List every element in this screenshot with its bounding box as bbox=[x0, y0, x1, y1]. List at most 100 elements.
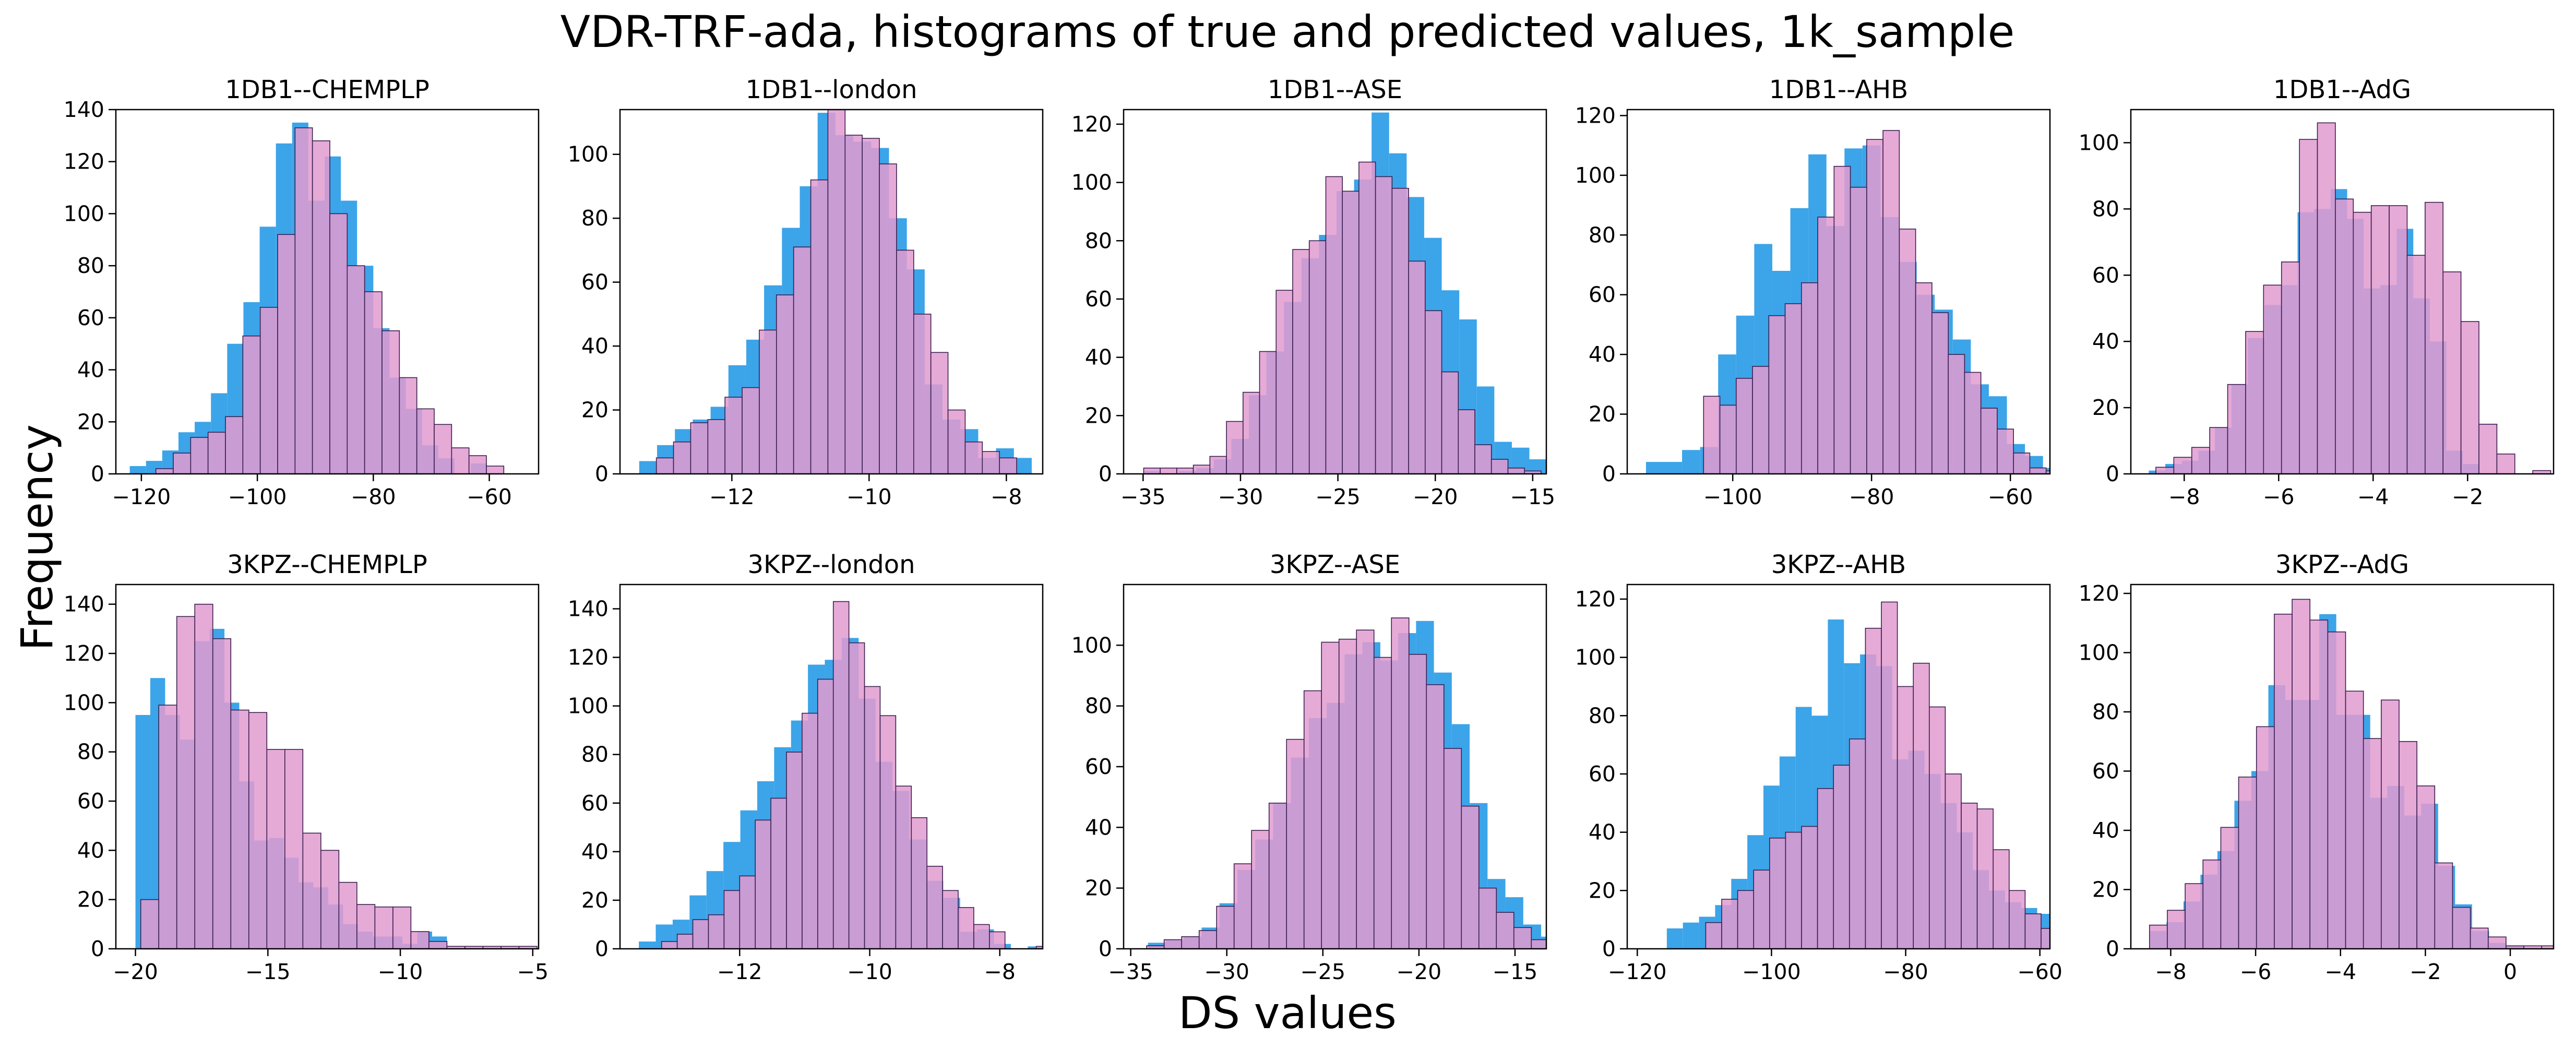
subplot-title: 1DB1--AHB bbox=[1769, 75, 1908, 104]
x-tick-label: −80 bbox=[1849, 484, 1894, 509]
axes-frame bbox=[1626, 109, 2051, 475]
predicted-value-bar bbox=[2353, 211, 2372, 474]
predicted-value-bar bbox=[895, 785, 912, 949]
predicted-value-bar bbox=[2191, 447, 2210, 474]
predicted-value-bar bbox=[770, 797, 787, 949]
predicted-value-bar bbox=[259, 307, 278, 474]
axes-frame bbox=[115, 583, 540, 950]
predicted-value-bar bbox=[2381, 699, 2400, 949]
y-tick-label: 20 bbox=[581, 398, 609, 423]
predicted-value-bar bbox=[1443, 748, 1462, 949]
y-tick-label: 60 bbox=[1589, 761, 1616, 786]
predicted-value-bar bbox=[1897, 686, 1914, 949]
y-tick-label: 40 bbox=[2092, 818, 2119, 843]
figure-ylabel: Frequency bbox=[11, 424, 63, 651]
predicted-value-bar bbox=[742, 387, 760, 474]
figure-xlabel: DS values bbox=[1178, 987, 1397, 1039]
true-value-bar bbox=[1682, 450, 1700, 474]
y-tick-label: 20 bbox=[581, 888, 609, 913]
predicted-value-bar bbox=[673, 441, 691, 474]
predicted-value-bar bbox=[2442, 271, 2462, 474]
y-tick-label: 40 bbox=[1589, 342, 1616, 367]
predicted-value-bar bbox=[374, 907, 393, 949]
subplot-panel: 3KPZ--ASE −35 −30 −25 −20 −15 0 20 40 60 80 100 bbox=[1071, 550, 1547, 984]
histogram-panels: 1DB1--CHEMPLP−120 −100 −80 −600204060801001… bbox=[64, 75, 2555, 984]
true-value-bar bbox=[1683, 922, 1699, 949]
y-tick-label: 60 bbox=[1085, 754, 1112, 779]
true-value-bar bbox=[1645, 462, 1664, 474]
x-tick-label: −80 bbox=[351, 484, 396, 509]
predicted-value-bar bbox=[1769, 838, 1786, 949]
y-tick-label: 0 bbox=[1099, 936, 1112, 961]
predicted-value-bar bbox=[399, 377, 418, 474]
subplot-title: 3KPZ--AdG bbox=[2275, 550, 2409, 579]
predicted-value-bar bbox=[827, 110, 846, 474]
x-tick-label: −35 bbox=[1120, 484, 1166, 509]
y-tick-label: 20 bbox=[1589, 878, 1616, 903]
y-tick-label: 0 bbox=[2106, 461, 2119, 486]
predicted-value-bar bbox=[1866, 139, 1883, 474]
y-tick-label: 60 bbox=[2092, 759, 2119, 784]
predicted-value-bar bbox=[2220, 827, 2239, 949]
predicted-value-bar bbox=[434, 424, 452, 474]
predicted-value-bar bbox=[690, 422, 709, 474]
predicted-value-bar bbox=[1737, 890, 1755, 949]
predicted-value-bar bbox=[692, 919, 709, 949]
predicted-value-bar bbox=[1849, 738, 1866, 949]
subplot-panel: 3KPZ--CHEMPLP −20 −15 −10 −5 0 20 40 60 80 100 120 1… bbox=[64, 550, 548, 984]
predicted-value-bar bbox=[655, 457, 674, 474]
y-tick-label: 100 bbox=[568, 694, 609, 719]
y-tick-label: 80 bbox=[1589, 703, 1616, 728]
predicted-value-bar bbox=[392, 907, 412, 949]
true-value-bar bbox=[1666, 928, 1683, 949]
predicted-value-bar bbox=[1209, 456, 1227, 474]
predicted-value-bar bbox=[1425, 310, 1442, 474]
predicted-value-bar bbox=[1356, 629, 1375, 949]
predicted-value-bar bbox=[312, 140, 330, 474]
axes-frame bbox=[115, 109, 540, 475]
predicted-value-bar bbox=[2185, 883, 2204, 949]
predicted-value-bar bbox=[302, 832, 321, 949]
y-tick-label: 40 bbox=[77, 357, 104, 383]
predicted-value-bar bbox=[2434, 862, 2453, 949]
predicted-value-bar bbox=[176, 616, 196, 949]
predicted-value-bar bbox=[1964, 372, 1982, 474]
x-tick-label: −60 bbox=[1988, 484, 2033, 509]
y-tick-label: 80 bbox=[1085, 228, 1112, 253]
x-tick-label: −30 bbox=[1218, 484, 1263, 509]
predicted-value-bar bbox=[1784, 303, 1802, 474]
axes-frame bbox=[619, 583, 1044, 950]
predicted-value-bar bbox=[2274, 613, 2293, 949]
predicted-value-bar bbox=[1931, 312, 1949, 474]
predicted-value-bar bbox=[864, 686, 881, 949]
x-tick-label: −20 bbox=[1413, 484, 1458, 509]
predicted-value-bar bbox=[2045, 470, 2050, 474]
predicted-value-bar bbox=[1358, 161, 1376, 474]
predicted-value-bar bbox=[2335, 198, 2354, 474]
y-tick-label: 40 bbox=[581, 333, 609, 359]
x-tick-label: −30 bbox=[1204, 959, 1249, 984]
y-tick-label: 0 bbox=[1602, 936, 1616, 961]
x-tick-label: −20 bbox=[113, 959, 158, 984]
y-tick-label: 60 bbox=[77, 789, 104, 814]
predicted-value-bar bbox=[723, 890, 741, 949]
predicted-value-bar bbox=[1226, 421, 1244, 474]
true-value-bar bbox=[2069, 940, 2085, 949]
predicted-value-bar bbox=[707, 419, 725, 474]
predicted-value-bar bbox=[2009, 890, 2026, 949]
y-tick-label: 140 bbox=[64, 97, 104, 122]
predicted-value-bar bbox=[1458, 409, 1475, 474]
predicted-value-bar bbox=[1474, 444, 1492, 474]
predicted-value-bar bbox=[518, 946, 538, 949]
y-tick-label: 80 bbox=[77, 253, 104, 278]
y-tick-label: 20 bbox=[1589, 402, 1616, 427]
y-tick-label: 40 bbox=[581, 839, 609, 864]
y-tick-label: 100 bbox=[2079, 640, 2119, 665]
predicted-value-bar bbox=[2425, 201, 2444, 474]
predicted-value-bar bbox=[2281, 261, 2300, 474]
subplot-title: 3KPZ--london bbox=[747, 550, 915, 579]
predicted-value-bar bbox=[2406, 255, 2426, 474]
predicted-value-bar bbox=[320, 850, 340, 949]
x-tick-label: −25 bbox=[1301, 959, 1346, 984]
x-tick-label: −8 bbox=[2168, 484, 2200, 509]
